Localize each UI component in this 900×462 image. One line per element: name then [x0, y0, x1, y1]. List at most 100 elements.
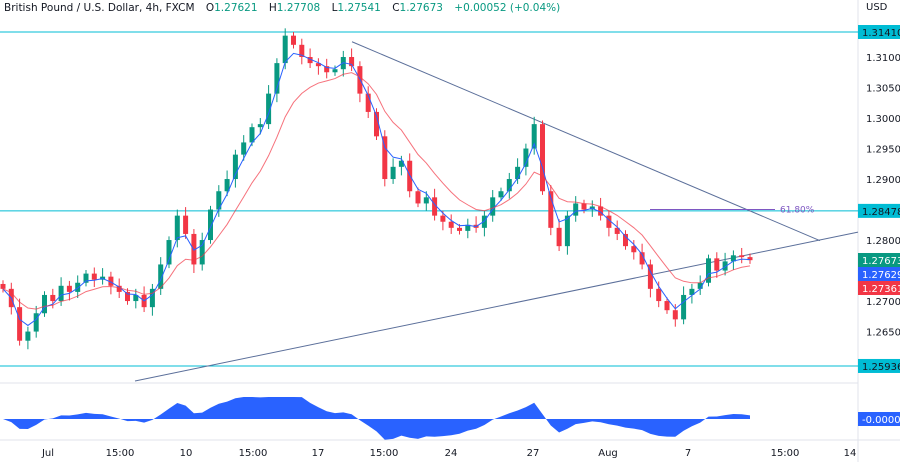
level-price-label: 1.31410: [862, 28, 900, 39]
candle-body: [208, 209, 213, 241]
candle-body: [623, 233, 628, 247]
candle-body: [598, 206, 604, 216]
oscillator-tag-label: -0.00009: [862, 415, 900, 426]
candle-body: [672, 310, 678, 320]
candle-body: [149, 288, 155, 308]
candle-body: [307, 57, 313, 64]
oscillator-tag: [858, 412, 900, 426]
fast-moving-average: [2, 52, 751, 327]
candle-body: [523, 148, 529, 167]
candle-body: [241, 142, 247, 155]
y-tick-label: 1.29000: [866, 175, 900, 186]
candle-body: [747, 257, 753, 261]
x-tick-label: Jul: [41, 448, 54, 459]
y-tick-label: 1.30000: [866, 114, 900, 125]
x-tick-label: Aug: [598, 448, 618, 459]
candle-body: [324, 66, 330, 73]
level-price-tag: [858, 358, 900, 373]
open-value: 1.27621: [214, 2, 258, 14]
candle-body: [249, 127, 255, 143]
candle-body: [506, 179, 512, 192]
candle-body: [257, 124, 263, 128]
candle-body: [573, 203, 579, 216]
candle-body: [216, 191, 222, 210]
candle-body: [349, 57, 355, 67]
y-tick-label: 1.29500: [866, 145, 900, 156]
candle-body: [656, 288, 662, 302]
candle-body: [274, 63, 280, 94]
candle-body: [0, 283, 6, 289]
candle-body: [282, 35, 288, 64]
price-tag-label: 1.27629: [862, 270, 900, 281]
candle-body: [457, 227, 462, 231]
candle-body: [581, 203, 587, 210]
x-tick-label: 14: [844, 448, 857, 459]
candle-body: [515, 166, 521, 180]
candle-body: [706, 258, 711, 283]
change-value: +0.00052 (+0.04%): [454, 2, 561, 14]
y-tick-label: 1.30500: [866, 84, 900, 95]
candle-body: [125, 291, 130, 302]
fib-level-label: 61.80%: [780, 206, 815, 216]
high-value: 1.27708: [276, 2, 321, 14]
candle-body: [548, 191, 554, 228]
candle-body: [199, 240, 205, 265]
candle-body: [432, 197, 438, 216]
level-price-tag: [858, 25, 900, 39]
candle-body: [631, 246, 637, 253]
candle-body: [739, 255, 745, 258]
candle-body: [664, 301, 670, 311]
price-tag: [858, 267, 900, 281]
candle-body: [75, 282, 81, 292]
candle-body: [133, 294, 139, 302]
oscillator-area: [3, 397, 750, 440]
candle-body: [722, 261, 728, 271]
y-tick-label: 1.27000: [866, 297, 900, 308]
level-price-tag: [858, 203, 900, 218]
candle-body: [332, 69, 338, 73]
candle-body: [614, 227, 620, 234]
descending-trendline: [351, 41, 821, 242]
x-tick-label: 15:00: [771, 448, 800, 459]
price-tag: [858, 281, 900, 295]
x-tick-label: 15:00: [239, 448, 268, 459]
x-tick-label: 15:00: [370, 448, 399, 459]
candle-body: [481, 215, 487, 228]
y-tick-label: 1.28000: [866, 236, 900, 247]
candle-body: [490, 197, 496, 216]
x-tick-label: 24: [445, 448, 458, 459]
candle-body: [42, 294, 47, 314]
level-price-label: 1.28478: [862, 207, 900, 218]
candle-body: [33, 313, 39, 332]
symbol-header: British Pound / U.S. Dollar, 4h, FXCM O1…: [4, 2, 561, 14]
candle-body: [382, 136, 388, 180]
candle-body: [299, 44, 305, 58]
candle-body: [50, 294, 56, 302]
candle-body: [166, 240, 172, 265]
level-price-label: 1.25936: [862, 362, 900, 373]
candle-body: [174, 215, 180, 241]
candle-body: [697, 282, 703, 289]
price-tag-label: 1.27361: [862, 284, 900, 295]
slow-moving-average: [2, 72, 751, 310]
x-tick-label: 17: [312, 448, 325, 459]
candle-body: [83, 273, 89, 283]
candle-body: [91, 273, 97, 280]
candle-body: [266, 93, 272, 125]
candle-body: [232, 154, 238, 180]
candle-body: [448, 221, 454, 228]
low-value: 1.27541: [337, 2, 381, 14]
candle-body: [25, 331, 31, 341]
candle-body: [365, 93, 371, 112]
symbol-title[interactable]: British Pound / U.S. Dollar, 4h, FXCM: [4, 2, 195, 14]
candle-body: [108, 276, 114, 286]
candle-body: [315, 63, 321, 67]
currency-label[interactable]: USD: [866, 2, 888, 13]
candle-body: [639, 252, 645, 265]
candle-body: [714, 258, 720, 271]
candle-body: [183, 215, 189, 234]
candle-body: [564, 215, 570, 247]
candle-body: [423, 197, 429, 204]
ascending-trendline: [134, 231, 859, 382]
